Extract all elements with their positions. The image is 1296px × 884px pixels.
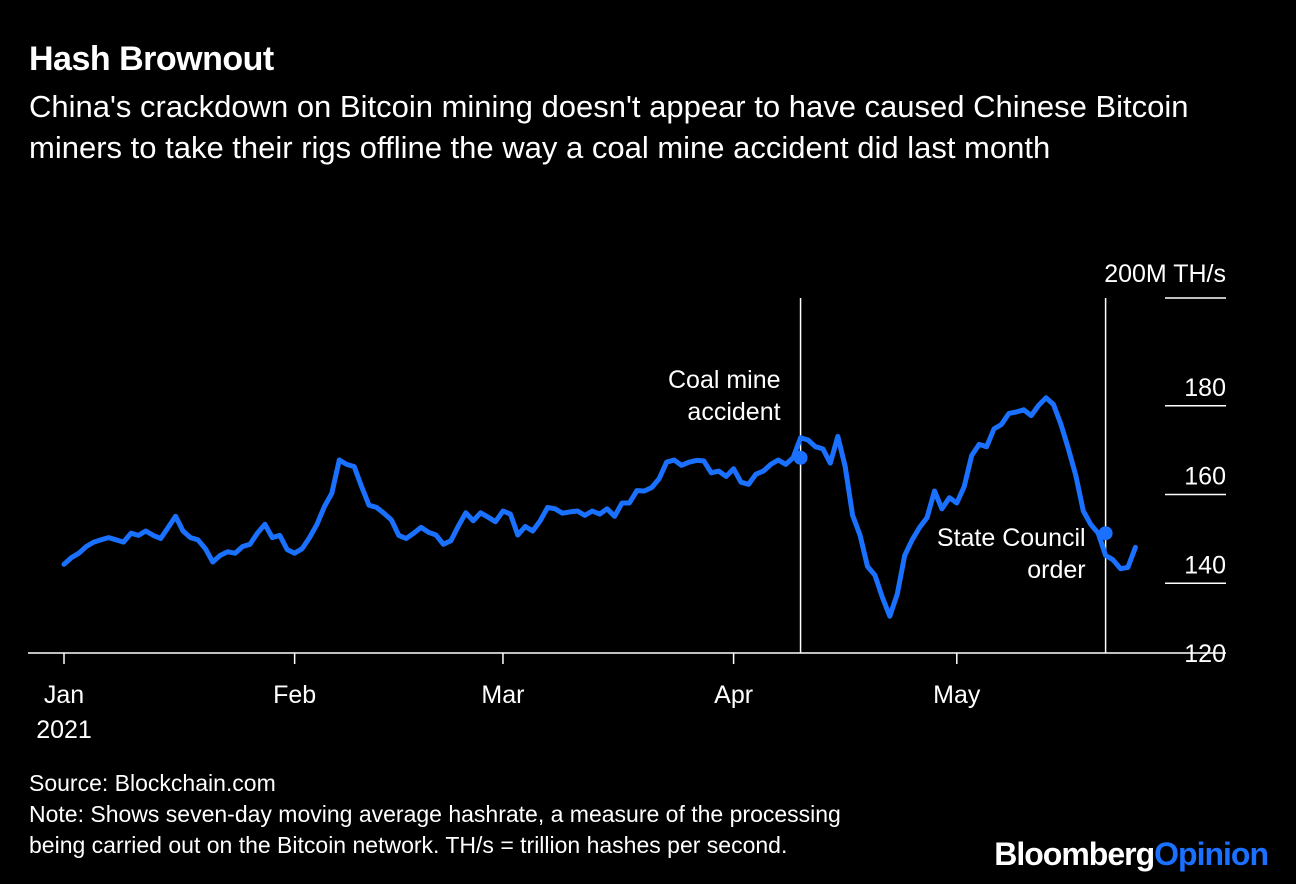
annotation-markers [793, 450, 1113, 541]
annotation-label-line-1: State Council [937, 524, 1086, 552]
annotation-marker [793, 450, 808, 465]
hashrate-series-line [61, 395, 1138, 619]
chart-labels: 200M TH/s 120 140 160 180 Jan 2021 Feb Mar Apr May… [36, 260, 1226, 744]
annotation-marker [1098, 526, 1113, 541]
annotation-label-line-1: Coal mine [668, 366, 781, 394]
x-tick-sublabel: 2021 [36, 716, 92, 744]
note-text-line-1: Note: Shows seven-day moving average has… [29, 801, 841, 827]
x-tick-label: May [933, 681, 981, 709]
chart-title: Hash Brownout [29, 40, 274, 78]
x-tick-label: Apr [714, 681, 753, 709]
logo-opinion: Opinion [1154, 836, 1269, 872]
y-tick-label: 120 [1184, 640, 1226, 668]
x-tick-label: Feb [273, 681, 316, 709]
y-tick-label: 160 [1184, 463, 1226, 491]
bloomberg-opinion-logo: BloombergOpinion [994, 836, 1269, 873]
chart-footer: Source: Blockchain.com Note: Shows seven… [29, 768, 841, 861]
logo-bloomberg: Bloomberg [994, 836, 1155, 872]
x-tick-label: Mar [481, 681, 524, 709]
y-axis-top-label: 200M TH/s [1104, 260, 1226, 288]
x-tick-label: Jan [44, 681, 84, 709]
y-tick-label: 140 [1184, 551, 1226, 579]
annotation-label-line-2: accident [687, 398, 780, 426]
source-text: Source: Blockchain.com [29, 770, 276, 796]
grid-layer [28, 297, 1226, 664]
annotation-label-line-2: order [1027, 556, 1085, 584]
y-tick-label: 180 [1184, 374, 1226, 402]
note-text-line-2: being carried out on the Bitcoin network… [29, 832, 788, 858]
chart-subtitle: China's crackdown on Bitcoin mining does… [29, 89, 1189, 165]
annotation-lines [799, 298, 1107, 653]
